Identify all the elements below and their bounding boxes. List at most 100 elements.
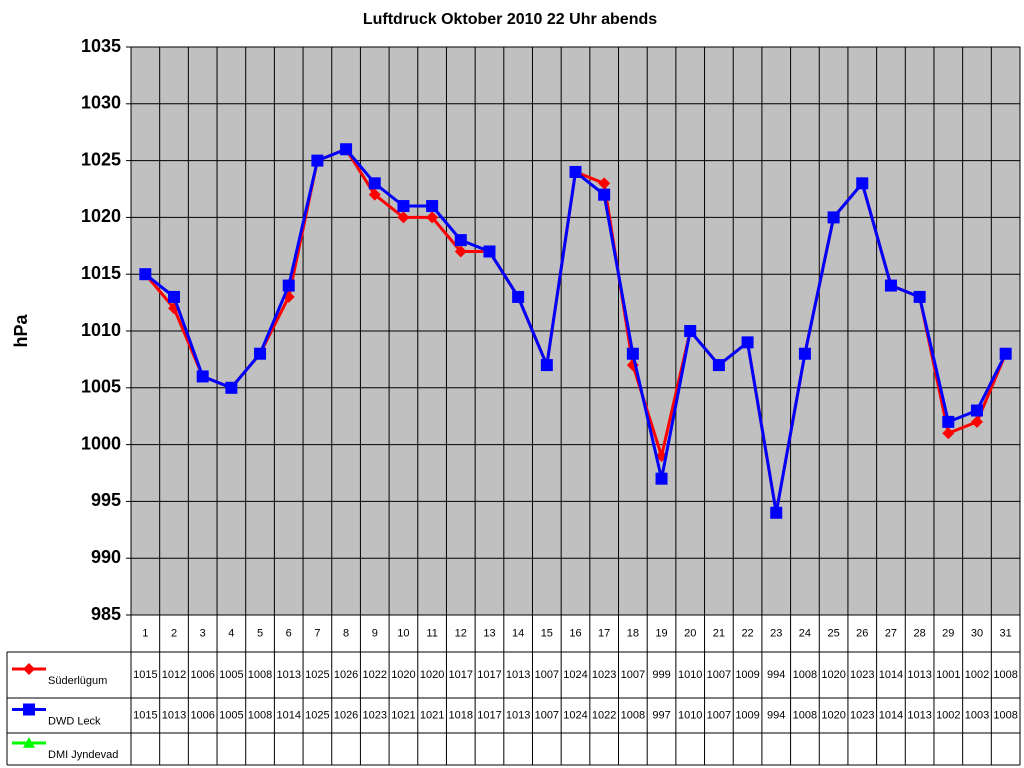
table-value: 1001 [936,669,960,681]
table-value: 1022 [592,709,616,721]
table-value: 1026 [334,669,358,681]
legend-marker [23,703,35,716]
table-value: 1009 [735,669,759,681]
table-value: 1010 [678,709,702,721]
x-tick-label: 10 [397,627,409,639]
point [598,188,611,201]
table-value: 1015 [133,709,157,721]
table-value: 1017 [477,709,501,721]
point [712,359,725,372]
table-value: 994 [767,709,785,721]
table-value: 1007 [621,669,645,681]
point [569,165,582,178]
table-value: 1013 [506,669,530,681]
point [598,177,611,190]
table-value: 1008 [793,669,817,681]
table-value: 1023 [592,669,616,681]
table-value: 1024 [563,669,587,681]
x-tick-label: 20 [684,627,696,639]
table-value: 994 [767,669,785,681]
x-tick-label: 7 [314,627,320,639]
x-tick-label: 12 [455,627,467,639]
table-value: 1020 [391,669,415,681]
y-tick-label: 1015 [81,263,121,283]
table-value: 1014 [879,669,903,681]
y-tick-label: 1010 [81,320,121,340]
table-value: 1017 [449,669,473,681]
table-value: 1014 [879,709,903,721]
point [340,143,353,156]
x-tick-label: 13 [483,627,495,639]
x-tick-label: 17 [598,627,610,639]
x-tick-label: 30 [971,627,983,639]
legend-marker [23,663,35,675]
table-value: 1013 [506,709,530,721]
table-value: 1007 [535,709,559,721]
table-value: 1018 [449,709,473,721]
table-value: 1013 [907,709,931,721]
x-tick-label: 6 [286,627,292,639]
x-tick-label: 9 [372,627,378,639]
y-tick-label: 1025 [81,149,121,169]
table-value: 1020 [821,709,845,721]
table-value: 999 [652,669,670,681]
table-value: 1008 [993,669,1017,681]
table-value: 1023 [850,709,874,721]
point [454,245,467,258]
x-tick-label: 3 [200,627,206,639]
point [970,404,983,417]
x-tick-label: 2 [171,627,177,639]
x-tick-label: 31 [1000,627,1012,639]
point [970,415,983,428]
table-value: 997 [652,709,670,721]
table-value: 1023 [850,669,874,681]
table-value: 1022 [363,669,387,681]
point [368,188,381,201]
point [483,245,496,258]
table-value: 1021 [420,709,444,721]
x-tick-label: 24 [799,627,811,639]
table-value: 1014 [276,709,300,721]
table-value: 1015 [133,669,157,681]
table-value: 1020 [420,669,444,681]
table-value: 1008 [993,709,1017,721]
table-value: 1006 [190,669,214,681]
x-tick-label: 19 [655,627,667,639]
point [225,381,238,394]
table-value: 1008 [621,709,645,721]
x-tick-label: 29 [942,627,954,639]
point [282,279,295,292]
y-tick-label: 985 [91,604,121,624]
point [426,200,439,213]
legend-label: DWD Leck [48,715,101,727]
table-value: 1008 [793,709,817,721]
x-tick-label: 8 [343,627,349,639]
y-tick-label: 1005 [81,377,121,397]
point [512,290,525,303]
x-tick-label: 11 [426,627,437,639]
x-tick-label: 27 [885,627,897,639]
y-tick-label: 1000 [81,433,121,453]
table-value: 1017 [477,669,501,681]
table-value: 1010 [678,669,702,681]
x-tick-label: 26 [856,627,868,639]
table-value: 1020 [821,669,845,681]
legend-label: DMI Jyndevad [48,749,118,761]
y-tick-label: 1035 [81,36,121,56]
x-tick-label: 28 [914,627,926,639]
table-value: 1021 [391,709,415,721]
table-value: 1013 [162,709,186,721]
point [311,154,324,167]
x-tick-label: 1 [142,627,148,639]
point [798,347,811,360]
table-value: 1025 [305,709,329,721]
table-value: 1005 [219,669,243,681]
point [397,211,410,224]
x-tick-label: 18 [627,627,639,639]
point [397,200,410,213]
table-value: 1023 [363,709,387,721]
table-value: 1009 [735,709,759,721]
point [741,336,754,349]
point [196,370,209,383]
